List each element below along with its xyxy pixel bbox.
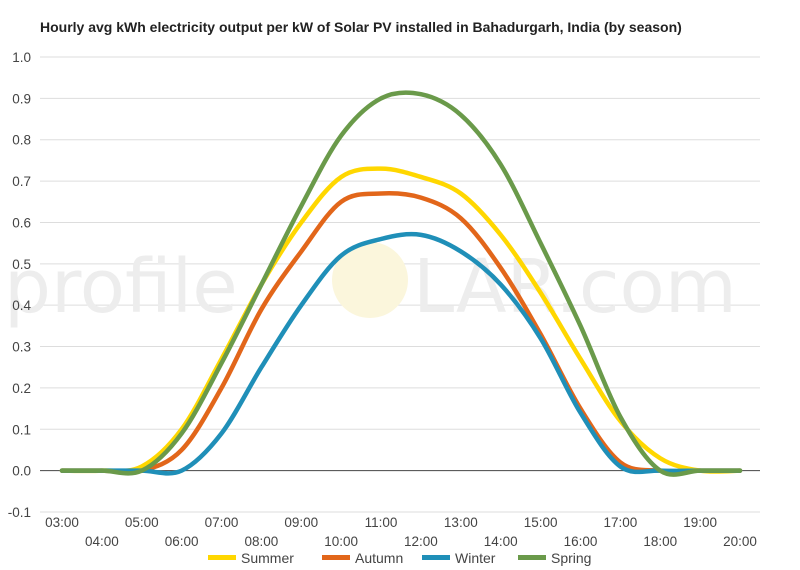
legend-label: Summer <box>241 550 294 566</box>
series-line-spring <box>59 90 743 477</box>
y-tick-label: 0.6 <box>12 215 31 230</box>
y-tick-label: 0.1 <box>12 422 31 437</box>
watermark-left: profile <box>4 244 238 330</box>
legend-item-spring: Spring <box>518 550 591 566</box>
x-tick-label: 16:00 <box>564 534 598 549</box>
y-tick-label: 0.0 <box>12 464 31 479</box>
legend-swatch <box>422 555 450 560</box>
legend-swatch <box>518 555 546 560</box>
y-tick-label: 0.5 <box>12 257 31 272</box>
y-tick-label: 1.0 <box>12 50 31 65</box>
y-tick-label: 0.4 <box>12 298 31 313</box>
x-tick-label: 15:00 <box>524 515 558 530</box>
x-tick-label: 18:00 <box>643 534 677 549</box>
x-tick-label: 20:00 <box>723 534 757 549</box>
legend-swatch <box>322 555 350 560</box>
x-tick-label: 07:00 <box>205 515 239 530</box>
series-line-autumn <box>59 191 743 475</box>
x-tick-label: 10:00 <box>324 534 358 549</box>
x-tick-label: 13:00 <box>444 515 478 530</box>
x-axis-ticks: 03:00 04:00 05:00 06:00 07:00 08:00 09:00 10:00… <box>45 515 757 549</box>
x-tick-label: 03:00 <box>45 515 79 530</box>
legend-label: Spring <box>551 550 591 566</box>
series-line-winter <box>59 231 743 476</box>
chart-title: Hourly avg kWh electricity output per kW… <box>40 19 682 35</box>
y-tick-label: -0.1 <box>8 505 31 520</box>
legend: Summer Autumn Winter Spring <box>208 550 591 566</box>
watermark: profile LAR.com <box>4 242 737 330</box>
legend-swatch <box>208 555 236 560</box>
legend-item-summer: Summer <box>208 550 294 566</box>
x-tick-label: 11:00 <box>365 515 398 530</box>
x-tick-label: 17:00 <box>603 515 637 530</box>
series-lines <box>59 90 743 477</box>
x-tick-label: 08:00 <box>245 534 279 549</box>
y-tick-label: 0.8 <box>12 133 31 148</box>
x-tick-label: 05:00 <box>125 515 159 530</box>
x-tick-label: 14:00 <box>484 534 518 549</box>
legend-item-winter: Winter <box>422 550 496 566</box>
x-tick-label: 09:00 <box>284 515 318 530</box>
legend-label: Winter <box>455 550 496 566</box>
y-tick-label: 0.7 <box>12 174 31 189</box>
legend-label: Autumn <box>355 550 403 566</box>
x-tick-label: 06:00 <box>165 534 199 549</box>
y-tick-label: 0.9 <box>12 91 31 106</box>
y-tick-label: 0.3 <box>12 340 31 355</box>
legend-item-autumn: Autumn <box>322 550 403 566</box>
x-tick-label: 04:00 <box>85 534 119 549</box>
x-tick-label: 19:00 <box>683 515 717 530</box>
y-tick-label: 0.2 <box>12 381 31 396</box>
y-axis-ticks: 1.0 0.9 0.8 0.7 0.6 0.5 0.4 0.3 0.2 0.1 0.0 -0.1 <box>8 50 32 520</box>
watermark-sun-icon <box>332 242 408 318</box>
x-tick-label: 12:00 <box>404 534 438 549</box>
